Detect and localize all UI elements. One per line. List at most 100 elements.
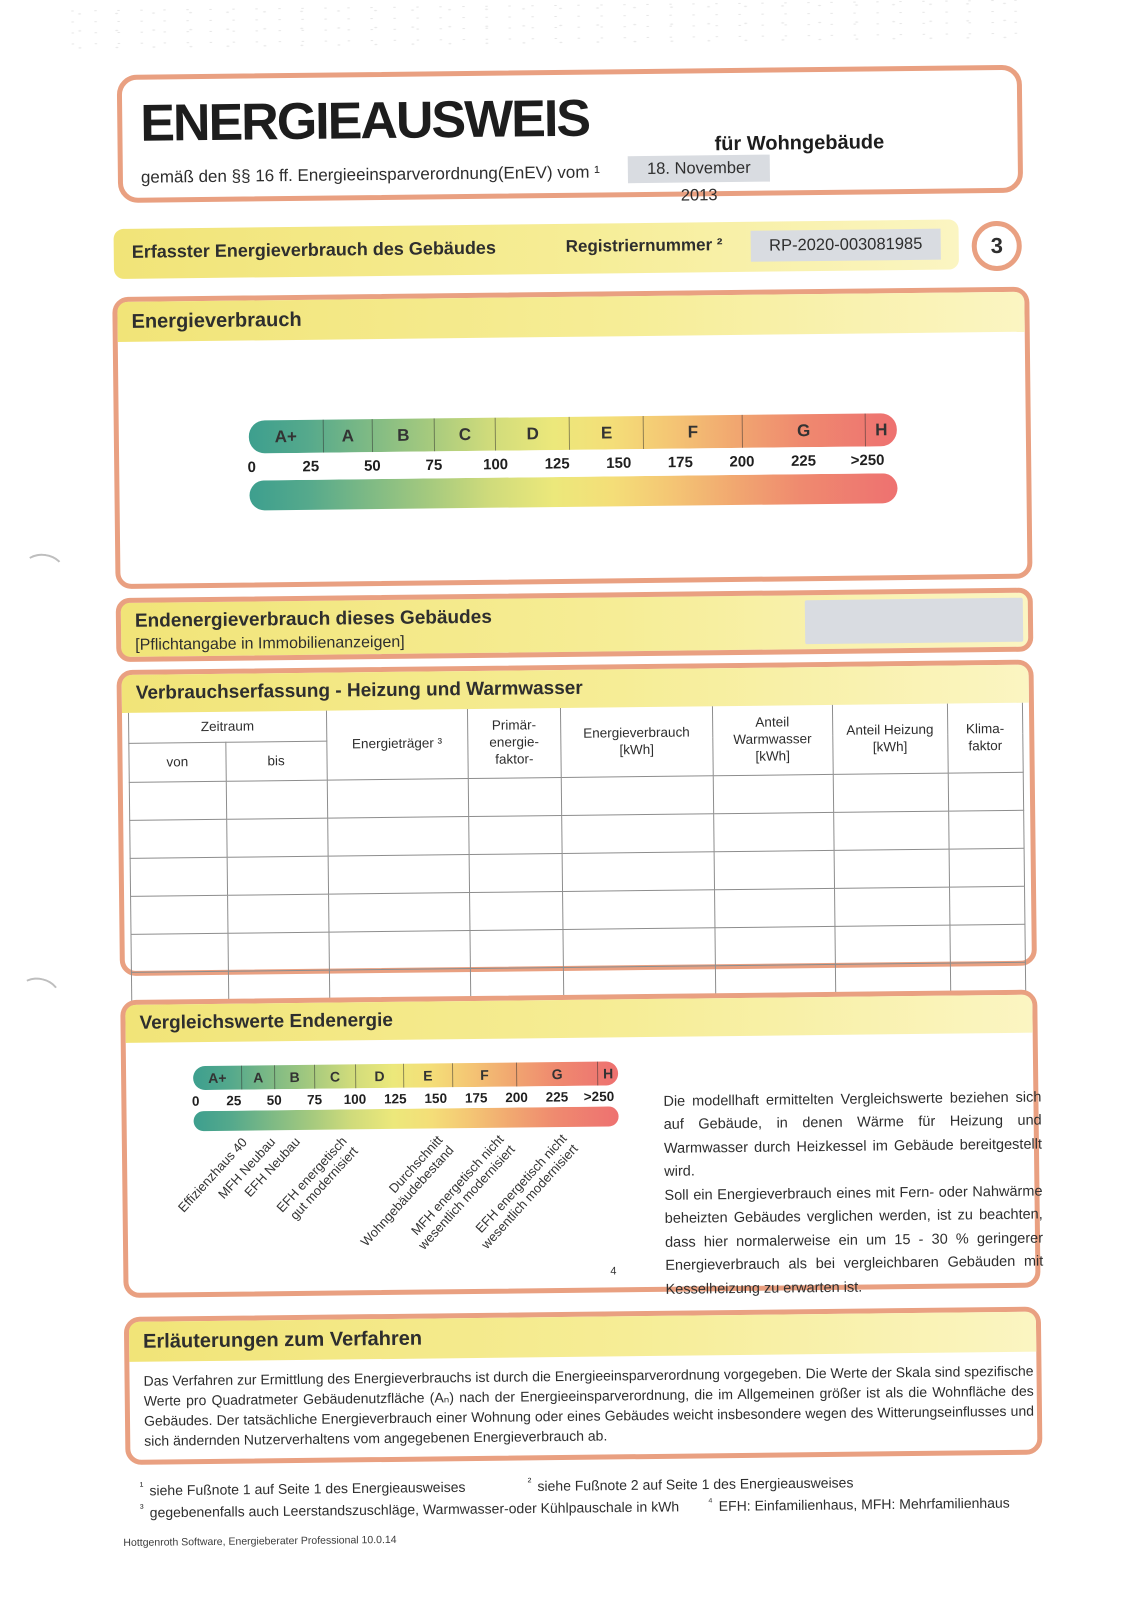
- column-header-energieverbrauch: Energieverbrauch [kWh]: [560, 706, 713, 778]
- scale-tick: 75: [425, 456, 443, 474]
- scale-class-F: F: [451, 1062, 517, 1088]
- table-cell: [130, 895, 228, 935]
- section-erlaeuterungen: Erläuterungen zum Verfahren Das Verfahre…: [123, 1306, 1043, 1465]
- scale-class-G: G: [741, 413, 865, 448]
- page-number-badge: 3: [971, 220, 1023, 272]
- scale-tick: 100: [482, 455, 509, 473]
- scale-tick: 175: [667, 453, 693, 471]
- section-verbrauchserfassung: Verbrauchserfassung - Heizung und Warmwa…: [116, 659, 1037, 1011]
- table-cell: [714, 888, 835, 928]
- scale-tick: 50: [363, 457, 381, 475]
- footnote-1: ¹ siehe Fußnote 1 auf Seite 1 des Energie…: [139, 1477, 466, 1499]
- scale-class-A+: A+: [193, 1066, 242, 1091]
- scale-class-D: D: [495, 416, 570, 451]
- table-cell: [948, 848, 1025, 888]
- table-cell: [129, 781, 227, 821]
- method-text: Das Verfahren zur Ermittlung des Energie…: [143, 1362, 1035, 1449]
- table-cell: [226, 818, 328, 858]
- column-header-klimafaktor: Klima- faktor: [947, 702, 1024, 774]
- registration-section-label: Erfasster Energieverbrauch des Gebäudes: [131, 237, 497, 262]
- scale-tick: 100: [343, 1091, 367, 1107]
- registration-number-label: Registriernummer ²: [565, 235, 723, 256]
- table-cell: [561, 851, 715, 892]
- scale-class-F: F: [642, 414, 742, 450]
- table-cell: [713, 850, 835, 890]
- table-cell: [712, 774, 834, 814]
- compare-energy-scale: A+ A B C D E F G H 0 25 50 75 100 125 150 175 200 225 >250: [192, 1061, 619, 1132]
- punch-hole-mark: [15, 973, 64, 1015]
- table-cell: [468, 815, 562, 855]
- scale-class-B: B: [273, 1064, 315, 1090]
- table-cell: [948, 772, 1024, 812]
- table-cell: [227, 932, 329, 972]
- section-endenergieverbrauch: Endenergieverbrauch dieses Gebäudes [Pfl…: [115, 587, 1034, 663]
- scale-class-H: H: [864, 413, 897, 447]
- table-cell: [713, 812, 834, 852]
- scale-class-H: H: [596, 1061, 619, 1086]
- registration-band: Erfasster Energieverbrauch des Gebäudes …: [113, 219, 960, 280]
- footnote-2-text: siehe Fußnote 2 auf Seite 1 des Energiea…: [537, 1474, 854, 1494]
- compare-note-text: Die modellhaft ermittelten Vergleichswer…: [663, 1087, 1043, 1303]
- column-header-primaerenergiefaktor: Primär- energie- faktor-: [467, 707, 562, 779]
- scale-tick: 225: [545, 1088, 569, 1105]
- scale-class-label: D: [374, 1068, 385, 1085]
- document-title: ENERGIEAUSWEIS: [139, 89, 590, 153]
- scale-class-G: G: [516, 1061, 598, 1087]
- scale-tick: 25: [226, 1092, 242, 1108]
- scale-class-label: C: [458, 424, 472, 444]
- table-cell: [834, 887, 950, 927]
- scale-class-label: B: [397, 425, 410, 445]
- scale-class-A: A: [322, 419, 373, 453]
- scale-class-label: H: [602, 1065, 614, 1082]
- scale-tick: 50: [266, 1092, 282, 1108]
- table-cell: [129, 819, 227, 859]
- footnote-1-mark: ¹: [139, 1480, 144, 1493]
- scale-class-label: F: [480, 1066, 489, 1083]
- footnote-3-text: gegebenenfalls auch Leerstandszuschläge,…: [149, 1498, 680, 1521]
- table-cell: [561, 813, 714, 854]
- footnote-4-text: EFH: Einfamilienhaus, MFH: Mehrfamilienh…: [718, 1494, 1010, 1514]
- scale-tick: 25: [302, 457, 320, 475]
- scale-tick: 0: [247, 458, 256, 476]
- table-cell: [561, 775, 714, 816]
- scale-tick: 150: [424, 1090, 448, 1106]
- compare-note-paragraph-2: Soll ein Energieverbrauch eines mit Fern…: [664, 1183, 1044, 1298]
- scale-class-label: G: [551, 1065, 563, 1083]
- scale-class-B: B: [371, 418, 434, 453]
- table-cell: [832, 773, 949, 813]
- column-header-zeitraum: Zeitraum: [128, 710, 327, 744]
- column-header-von: von: [128, 742, 226, 783]
- scale-class-label: A+: [274, 426, 298, 446]
- method-section-title: Erläuterungen zum Verfahren: [128, 1311, 1037, 1362]
- table-cell: [714, 926, 835, 966]
- end-energy-title: Endenergieverbrauch dieses Gebäudes: [134, 606, 492, 632]
- scale-tick: 200: [729, 452, 755, 471]
- table-cell: [833, 849, 950, 889]
- table-cell: [949, 924, 1026, 964]
- header-box: ENERGIEAUSWEIS für Wohngebäude gemäß den…: [116, 64, 1024, 205]
- registration-number-value: RP-2020-003081985: [750, 228, 941, 262]
- compare-labels-footnote-mark: 4: [610, 1265, 617, 1278]
- scale-tick: 225: [790, 452, 817, 470]
- scale-class-label: C: [329, 1068, 341, 1085]
- scale-tick: >250: [583, 1088, 615, 1104]
- column-header-energietraeger: Energieträger ³: [326, 709, 469, 781]
- column-header-anteil-warmwasser: Anteil Warmwasser [kWh]: [712, 704, 833, 776]
- scale-class-label: E: [600, 422, 613, 443]
- table-cell: [227, 894, 329, 934]
- scale-class-A: A: [241, 1065, 275, 1090]
- column-header-bis: bis: [225, 741, 327, 782]
- scale-class-C: C: [314, 1064, 355, 1089]
- scale-tick: >250: [850, 451, 885, 469]
- metering-table: Zeitraum Energieträger ³ Primär- energie…: [128, 702, 1026, 1011]
- software-footer: Hottgenroth Software, Energieberater Pro…: [123, 1533, 397, 1550]
- section-vergleichswerte: Vergleichswerte Endenergie A+ A B C D E F G H 0 25…: [120, 989, 1043, 1298]
- table-cell: [328, 892, 470, 933]
- end-energy-value-box: [804, 597, 1024, 645]
- scale-class-label: F: [687, 421, 699, 442]
- scale-class-label: A: [253, 1069, 264, 1086]
- energy-consumption-scale: A+ A B C D E F G H 0 25 50 75 100 125 150 175 200 225 >250: [247, 413, 898, 511]
- table-cell: [226, 856, 329, 896]
- table-cell: [833, 811, 949, 851]
